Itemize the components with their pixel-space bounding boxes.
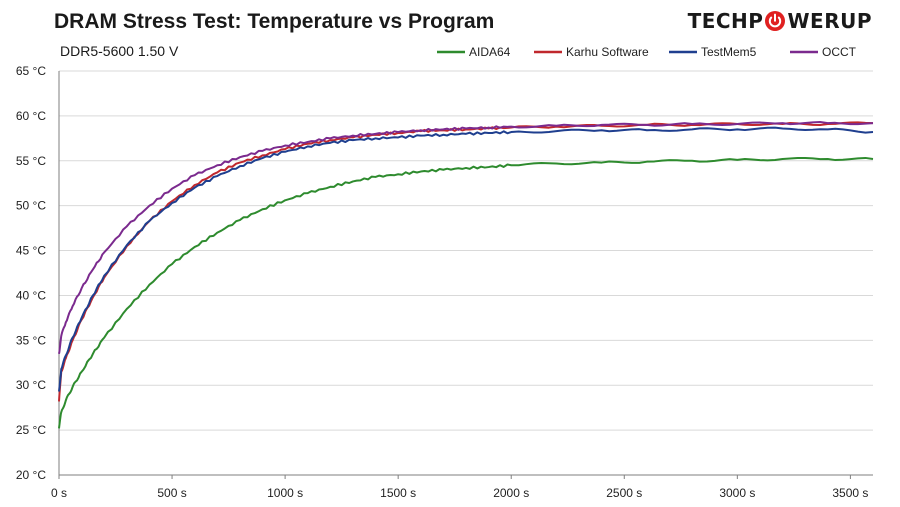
- legend-label: AIDA64: [469, 45, 511, 59]
- legend-label: TestMem5: [701, 45, 757, 59]
- series-line-karhu-software: [58, 121, 874, 402]
- logo-text-right: WERUP: [787, 9, 872, 33]
- logo-text-left: TECHP: [687, 9, 764, 33]
- y-tick-label: 40 °C: [16, 288, 46, 302]
- x-tick-label: 1000 s: [267, 486, 303, 500]
- x-tick-label: 2500 s: [606, 486, 642, 500]
- y-tick-label: 60 °C: [16, 109, 46, 123]
- series-line-occt: [58, 121, 874, 354]
- chart-title: DRAM Stress Test: Temperature vs Program: [54, 10, 495, 33]
- legend-label: Karhu Software: [566, 45, 649, 59]
- techpowerup-logo: TECHP WERUP: [688, 9, 872, 33]
- y-tick-label: 25 °C: [16, 423, 46, 437]
- x-tick-label: 500 s: [157, 486, 186, 500]
- series-line-aida64: [58, 156, 874, 429]
- power-icon: [765, 11, 786, 31]
- x-tick-label: 2000 s: [493, 486, 529, 500]
- series-line-testmem5: [58, 126, 874, 392]
- chart-subtitle: DDR5-5600 1.50 V: [60, 43, 179, 59]
- x-tick-label: 0 s: [51, 486, 67, 500]
- legend-label: OCCT: [822, 45, 857, 59]
- y-tick-label: 65 °C: [16, 64, 46, 78]
- x-tick-label: 3000 s: [719, 486, 755, 500]
- y-tick-label: 45 °C: [16, 244, 46, 258]
- y-tick-label: 30 °C: [16, 378, 46, 392]
- y-tick-label: 55 °C: [16, 154, 46, 168]
- x-tick-label: 1500 s: [380, 486, 416, 500]
- y-tick-label: 35 °C: [16, 333, 46, 347]
- y-tick-label: 20 °C: [16, 468, 46, 482]
- y-tick-label: 50 °C: [16, 199, 46, 213]
- x-tick-label: 3500 s: [832, 486, 868, 500]
